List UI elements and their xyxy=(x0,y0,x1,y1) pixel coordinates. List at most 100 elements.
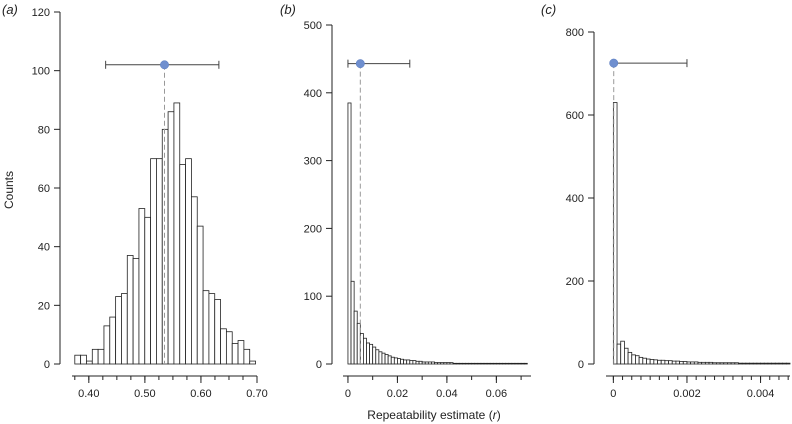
histogram-bar xyxy=(363,337,367,365)
histogram-bar xyxy=(480,362,485,365)
histogram-bar xyxy=(756,362,761,365)
histogram-bar xyxy=(446,362,451,365)
histogram-bar xyxy=(384,354,389,365)
histogram-bar xyxy=(492,362,497,365)
histogram-bar xyxy=(366,342,370,365)
panel-c: (c) 0 200 400 600 800 0 0.002 0.004 xyxy=(541,2,791,400)
estimate-overlay-b xyxy=(347,59,411,364)
histogram-bar xyxy=(517,362,522,365)
histogram-bar xyxy=(679,361,684,365)
histogram-bar xyxy=(646,358,651,365)
x-tick-label: 0.40 xyxy=(78,388,99,400)
histogram-bar xyxy=(415,360,420,365)
y-tick-label: 300 xyxy=(304,156,322,168)
histogram-bar xyxy=(378,351,383,365)
histogram-bar xyxy=(774,362,780,365)
histogram-bar xyxy=(400,358,405,365)
y-tick-label: 60 xyxy=(38,183,50,195)
histogram-bar xyxy=(458,362,463,365)
y-tick-label: 400 xyxy=(304,88,322,100)
histogram-bar xyxy=(660,359,666,365)
histogram-bar xyxy=(686,361,692,365)
histogram-bar xyxy=(745,362,750,365)
histogram-bar xyxy=(144,216,152,365)
histogram-bar xyxy=(738,362,743,365)
histogram-bar xyxy=(156,158,163,365)
histogram-bar xyxy=(508,362,513,365)
histogram-bar xyxy=(237,340,245,365)
histogram-bar xyxy=(486,362,491,365)
bars-c xyxy=(612,102,791,365)
y-tick-label: 200 xyxy=(566,276,584,288)
histogram-bar xyxy=(642,357,647,365)
histogram-bar xyxy=(701,361,706,365)
histogram-bar xyxy=(80,354,87,365)
histogram-bar xyxy=(771,362,776,365)
histogram-bar xyxy=(505,362,510,365)
histogram-bar xyxy=(752,362,758,365)
histogram-bar xyxy=(523,362,528,365)
histogram-bar xyxy=(624,347,629,365)
histogram-bar xyxy=(741,362,747,365)
histogram-bar xyxy=(638,356,644,365)
histogram-bar xyxy=(412,360,417,365)
histogram-bar xyxy=(495,362,500,365)
histogram-bar xyxy=(461,362,466,365)
histogram-bar xyxy=(409,360,414,365)
panel-label-b: (b) xyxy=(280,2,296,17)
x-tick-label: 0.002 xyxy=(673,388,701,400)
histogram-bar xyxy=(167,111,175,365)
histogram-bar xyxy=(353,310,358,365)
histogram-bar xyxy=(778,362,784,365)
panel-b: (b) 0 100 200 300 400 500 0 0.02 0.04 0.06 Repeat… xyxy=(280,2,531,422)
histogram-bar xyxy=(668,360,673,365)
histogram-bar xyxy=(86,360,93,365)
panel-a: (a) Counts 0 20 40 60 80 100 120 0.40 0.50 0.60 0.… xyxy=(2,2,268,400)
histogram-bar xyxy=(727,362,732,365)
y-tick-label: 100 xyxy=(32,66,50,78)
y-tick-label: 400 xyxy=(566,193,584,205)
y-tick-label: 20 xyxy=(38,300,50,312)
histogram-bar xyxy=(208,293,216,365)
histogram-bar xyxy=(403,359,408,365)
histogram-bar xyxy=(704,361,710,365)
y-tick-label: 0 xyxy=(44,359,50,371)
histogram-bar xyxy=(202,290,210,365)
bars-b xyxy=(347,102,528,365)
point-estimate-marker xyxy=(609,58,619,68)
histogram-bar xyxy=(690,361,695,365)
y-axis-title-a: Counts xyxy=(2,171,16,209)
histogram-bar xyxy=(418,360,423,365)
histogram-bar xyxy=(173,102,181,365)
histogram-bar xyxy=(375,349,380,365)
estimate-overlay-c xyxy=(609,58,688,364)
histogram-bar xyxy=(390,356,395,365)
histogram-bar xyxy=(214,299,221,365)
x-tick-label: 0.04 xyxy=(436,388,457,400)
histogram-bar xyxy=(437,362,442,365)
x-tick-label: 0 xyxy=(345,388,351,400)
histogram-bar xyxy=(708,361,714,365)
histogram-bar xyxy=(483,362,488,365)
x-axis-title: Repeatability estimate (r) xyxy=(367,408,500,422)
histogram-bar xyxy=(782,362,787,365)
point-estimate-marker xyxy=(355,59,365,69)
histogram-bar xyxy=(249,360,256,365)
histogram-bar xyxy=(675,360,680,365)
axes-b: 0 100 200 300 400 500 0 0.02 0.04 0.06 xyxy=(304,20,531,400)
y-tick-label: 80 xyxy=(38,124,50,136)
histogram-bar xyxy=(465,362,469,365)
histogram-bar xyxy=(397,358,401,365)
histogram-bar xyxy=(649,359,655,365)
histogram-bar xyxy=(387,355,392,365)
histogram-bar xyxy=(730,362,736,365)
histogram-bar xyxy=(664,360,669,365)
histogram-bar xyxy=(455,362,460,365)
histogram-bar xyxy=(381,352,386,365)
histogram-bar xyxy=(231,343,239,365)
histogram-bar xyxy=(440,362,445,365)
histogram-bar xyxy=(434,362,439,365)
histogram-bar xyxy=(97,348,105,365)
histogram-bar xyxy=(671,360,677,365)
